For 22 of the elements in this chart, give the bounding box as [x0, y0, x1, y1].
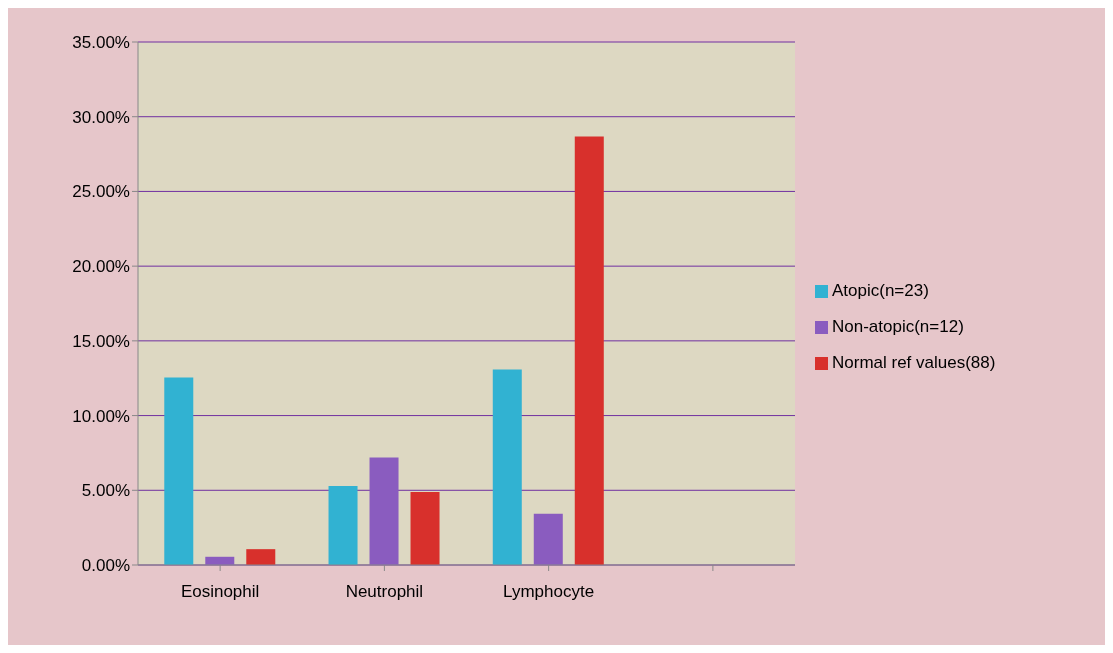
x-tick-label: Eosinophil — [180, 582, 260, 602]
y-tick-label: 30.00% — [72, 107, 130, 127]
y-tick-label: 5.00% — [81, 481, 130, 501]
bar — [492, 369, 522, 565]
x-tick-label: Neutrophil — [345, 582, 424, 602]
y-tick-label: 10.00% — [72, 406, 130, 426]
x-tick-label: Lymphocyte — [503, 582, 595, 602]
bar — [533, 513, 563, 565]
y-tick-label: 25.00% — [72, 182, 130, 202]
bar — [328, 486, 358, 565]
bar — [246, 549, 276, 565]
bar — [369, 457, 399, 565]
bar — [164, 377, 194, 565]
y-tick-label: 15.00% — [72, 331, 130, 351]
legend-label: Normal ref values(88) — [832, 352, 996, 372]
bar — [410, 491, 440, 565]
y-tick-label: 35.00% — [72, 33, 130, 53]
y-tick-label: 0.00% — [81, 556, 130, 576]
bar — [574, 136, 604, 565]
legend-label: Non-atopic(n=12) — [832, 316, 964, 336]
legend-label: Atopic(n=23) — [832, 280, 929, 300]
y-tick-label: 20.00% — [72, 257, 130, 277]
